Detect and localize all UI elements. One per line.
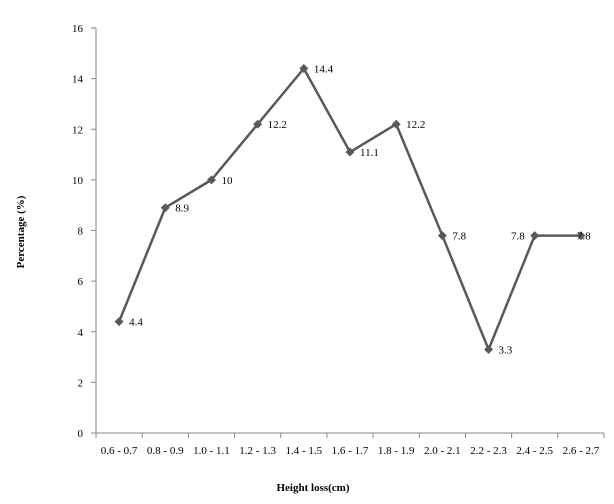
y-tick-label: 0 (78, 428, 84, 440)
x-tick-label: 1.8 - 1.9 (378, 445, 415, 457)
x-axis-ticks: 0.6 - 0.7 0.8 - 0.9 1.0 - 1.1 1.2 - 1.3 1.4 … (95, 433, 605, 457)
data-label: 7.8 (452, 231, 466, 243)
y-tick-label: 16 (72, 23, 84, 35)
x-tick-label: 1.6 - 1.7 (332, 445, 369, 457)
data-point-marker (484, 344, 494, 354)
data-point-marker (253, 119, 263, 129)
data-label: 11.1 (360, 147, 379, 159)
x-tick-label: 0.6 - 0.7 (101, 445, 138, 457)
data-label: 10 (221, 175, 233, 187)
y-tick-label: 4 (78, 327, 84, 339)
y-tick-label: 14 (72, 74, 84, 86)
y-tick-label: 2 (78, 377, 84, 389)
x-tick-label: 2.6 - 2.7 (563, 445, 600, 457)
data-point-marker (160, 203, 170, 213)
data-point-marker (114, 317, 124, 327)
series (114, 64, 586, 354)
x-tick-label: 2.0 - 2.1 (424, 445, 461, 457)
x-tick-label: 2.4 - 2.5 (516, 445, 553, 457)
data-point-marker (437, 231, 447, 241)
y-axis-title: Percentage (%) (15, 195, 27, 268)
data-point-marker (299, 64, 309, 73)
y-tick-label: 8 (78, 226, 84, 238)
x-axis-title: Height loss(cm) (276, 482, 349, 494)
data-label: 8.9 (175, 203, 189, 215)
y-axis-ticks: 0 2 4 6 8 10 12 14 16 (72, 23, 96, 440)
data-label: 14.4 (314, 64, 334, 76)
data-labels: 4.4 8.9 10 12.2 14.4 11.1 12.2 7.8 3.3 7.8 7.8 (129, 64, 591, 357)
y-tick-label: 6 (78, 276, 84, 288)
x-tick-label: 1.0 - 1.1 (193, 445, 230, 457)
axes (95, 28, 604, 434)
data-point-marker (345, 147, 355, 157)
y-tick-label: 12 (72, 124, 83, 136)
data-point-marker (391, 119, 401, 129)
y-tick-label: 10 (72, 175, 84, 187)
data-label: 12.2 (406, 119, 425, 131)
x-tick-label: 1.4 - 1.5 (285, 445, 322, 457)
data-label: 7.8 (511, 231, 525, 243)
x-tick-label: 0.8 - 0.9 (147, 445, 184, 457)
data-point-marker (530, 231, 540, 241)
data-label: 7.8 (577, 231, 591, 243)
x-tick-label: 2.2 - 2.3 (470, 445, 507, 457)
data-label: 4.4 (129, 317, 143, 329)
data-label: 3.3 (499, 344, 513, 356)
data-label: 12.2 (268, 119, 287, 131)
data-point-marker (206, 175, 216, 185)
x-tick-label: 1.2 - 1.3 (239, 445, 276, 457)
data-point-marker (576, 231, 586, 241)
